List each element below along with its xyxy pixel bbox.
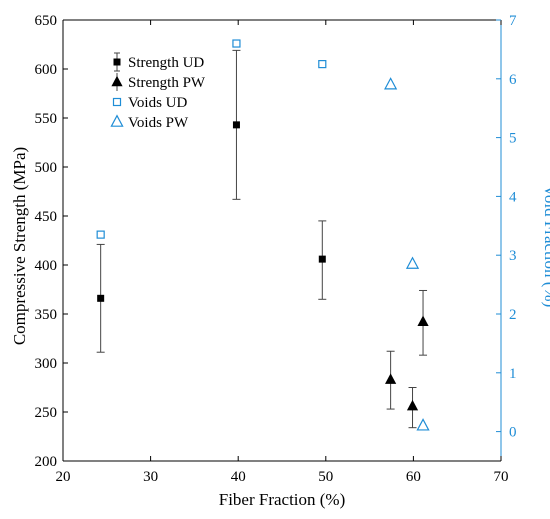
x-axis: 20 30 40 50 60 70 bbox=[56, 20, 509, 485]
legend-item: Voids PW bbox=[110, 114, 189, 131]
y2-tick-label: 6 bbox=[509, 72, 517, 88]
data-point bbox=[384, 77, 398, 90]
data-point bbox=[416, 418, 430, 431]
series-3 bbox=[384, 77, 430, 431]
data-point bbox=[232, 121, 240, 129]
x-axis-title: Fiber Fraction (%) bbox=[219, 490, 346, 509]
y2-tick-label: 0 bbox=[509, 425, 517, 441]
y-tick-label: 400 bbox=[35, 258, 58, 274]
data-point bbox=[405, 256, 420, 269]
plot-area bbox=[62, 19, 502, 462]
y-tick-label: 500 bbox=[35, 160, 58, 176]
y2-tick-label: 3 bbox=[509, 248, 517, 264]
x-tick-label: 60 bbox=[406, 469, 421, 485]
series-2 bbox=[96, 39, 327, 239]
y-tick-label: 250 bbox=[35, 405, 58, 421]
y-tick-label: 650 bbox=[35, 13, 58, 29]
data-point bbox=[232, 39, 241, 48]
series-1 bbox=[385, 289, 429, 429]
y-tick-label: 200 bbox=[35, 454, 58, 470]
y-axis-title: Compressive Strength (MPa) bbox=[10, 147, 29, 345]
y2-tick-label: 4 bbox=[509, 189, 517, 205]
data-point bbox=[97, 294, 105, 302]
legend-label: Voids UD bbox=[128, 95, 187, 111]
y2-axis-title: Void Fraction (%) bbox=[541, 185, 550, 307]
legend-label: Strength UD bbox=[128, 55, 204, 71]
data-point bbox=[417, 315, 429, 327]
legend-marker bbox=[113, 58, 121, 66]
y-axis-left: 200 250 300 350 400 450 500 550 600 650 bbox=[35, 13, 68, 470]
legend-item: Strength UD bbox=[113, 52, 204, 72]
data-point bbox=[318, 255, 326, 263]
data-point bbox=[96, 230, 105, 239]
y-tick-label: 300 bbox=[35, 356, 58, 372]
legend-item: Voids UD bbox=[112, 95, 187, 111]
series-0 bbox=[96, 49, 327, 353]
legend-marker bbox=[110, 114, 124, 127]
data-point bbox=[385, 373, 397, 384]
y-tick-label: 450 bbox=[35, 209, 58, 225]
x-tick-label: 30 bbox=[143, 469, 158, 485]
y2-tick-label: 7 bbox=[509, 13, 517, 29]
legend-label: Voids PW bbox=[128, 115, 189, 131]
x-tick-label: 70 bbox=[494, 469, 509, 485]
x-tick-label: 50 bbox=[318, 469, 333, 485]
x-tick-label: 40 bbox=[231, 469, 246, 485]
y-tick-label: 550 bbox=[35, 111, 58, 127]
data-marks bbox=[96, 39, 430, 431]
y2-tick-label: 5 bbox=[509, 131, 517, 147]
legend-item: Strength PW bbox=[111, 73, 206, 91]
y2-tick-label: 2 bbox=[509, 307, 517, 323]
x-tick-label: 20 bbox=[56, 469, 71, 485]
legend-marker bbox=[111, 75, 123, 87]
legend-label: Strength PW bbox=[128, 75, 206, 91]
data-point bbox=[406, 399, 419, 411]
y-tick-label: 600 bbox=[35, 62, 58, 78]
y2-tick-label: 1 bbox=[509, 366, 517, 382]
y-axis-right: 0 1 2 3 4 5 6 7 bbox=[496, 13, 517, 441]
legend-marker bbox=[112, 97, 122, 107]
legend: Strength UD Strength PW Voids UD Voids PW bbox=[110, 52, 206, 131]
data-point bbox=[318, 59, 327, 69]
y-tick-label: 350 bbox=[35, 307, 58, 323]
